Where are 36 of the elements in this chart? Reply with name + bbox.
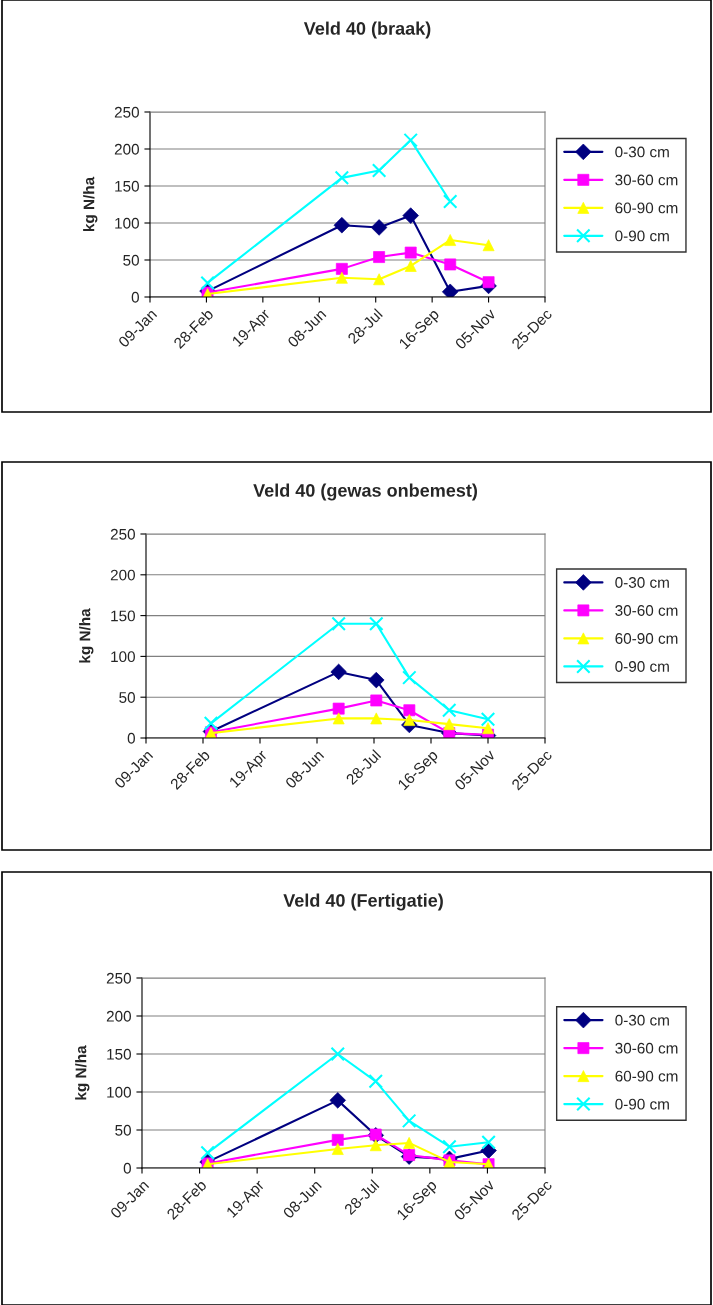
y-tick-label: 50 bbox=[115, 1124, 131, 1136]
y-tick-label: 150 bbox=[111, 610, 135, 622]
legend-label: 30-60 cm bbox=[615, 174, 678, 186]
y-tick-label: 100 bbox=[111, 651, 135, 663]
legend-label: 60-90 cm bbox=[615, 633, 678, 644]
legend-label: 0-90 cm bbox=[615, 661, 669, 672]
y-tick-label: 100 bbox=[107, 1086, 131, 1098]
y-tick-label: 250 bbox=[110, 528, 135, 540]
y-tick-label: 200 bbox=[110, 569, 135, 581]
y-tick-label: 150 bbox=[107, 1048, 131, 1060]
chart-title: Veld 40 (Fertigatie) bbox=[283, 893, 443, 911]
legend-label: 0-30 cm bbox=[615, 577, 669, 588]
legend-label: 0-30 cm bbox=[615, 146, 669, 158]
legend-label: 60-90 cm bbox=[615, 1070, 678, 1082]
y-tick-label: 250 bbox=[114, 106, 139, 118]
y-axis-title: kg N/ha bbox=[75, 1045, 90, 1100]
legend-label: 0-30 cm bbox=[615, 1014, 669, 1026]
legend-label: 0-90 cm bbox=[615, 1098, 669, 1110]
y-axis-title: kg N/ha bbox=[83, 176, 98, 232]
y-tick-label: 50 bbox=[119, 692, 135, 703]
legend-label: 0-90 cm bbox=[615, 230, 669, 242]
y-tick-label: 50 bbox=[123, 254, 139, 266]
legend-label: 60-90 cm bbox=[615, 202, 678, 214]
y-tick-label: 100 bbox=[115, 217, 139, 229]
y-tick-label: 0 bbox=[127, 732, 135, 744]
legend-label: 30-60 cm bbox=[615, 605, 678, 616]
y-tick-label: 250 bbox=[106, 972, 131, 984]
y-tick-label: 0 bbox=[123, 1162, 131, 1174]
legend-label: 30-60 cm bbox=[615, 1042, 678, 1054]
y-tick-label: 0 bbox=[131, 291, 139, 303]
chart-title: Veld 40 (gewas onbemest) bbox=[253, 483, 477, 501]
chart-title: Veld 40 (braak) bbox=[303, 21, 431, 39]
y-tick-label: 150 bbox=[115, 180, 139, 192]
y-tick-label: 200 bbox=[106, 1010, 131, 1022]
y-axis-title: kg N/ha bbox=[79, 608, 94, 663]
y-tick-label: 200 bbox=[114, 143, 139, 155]
